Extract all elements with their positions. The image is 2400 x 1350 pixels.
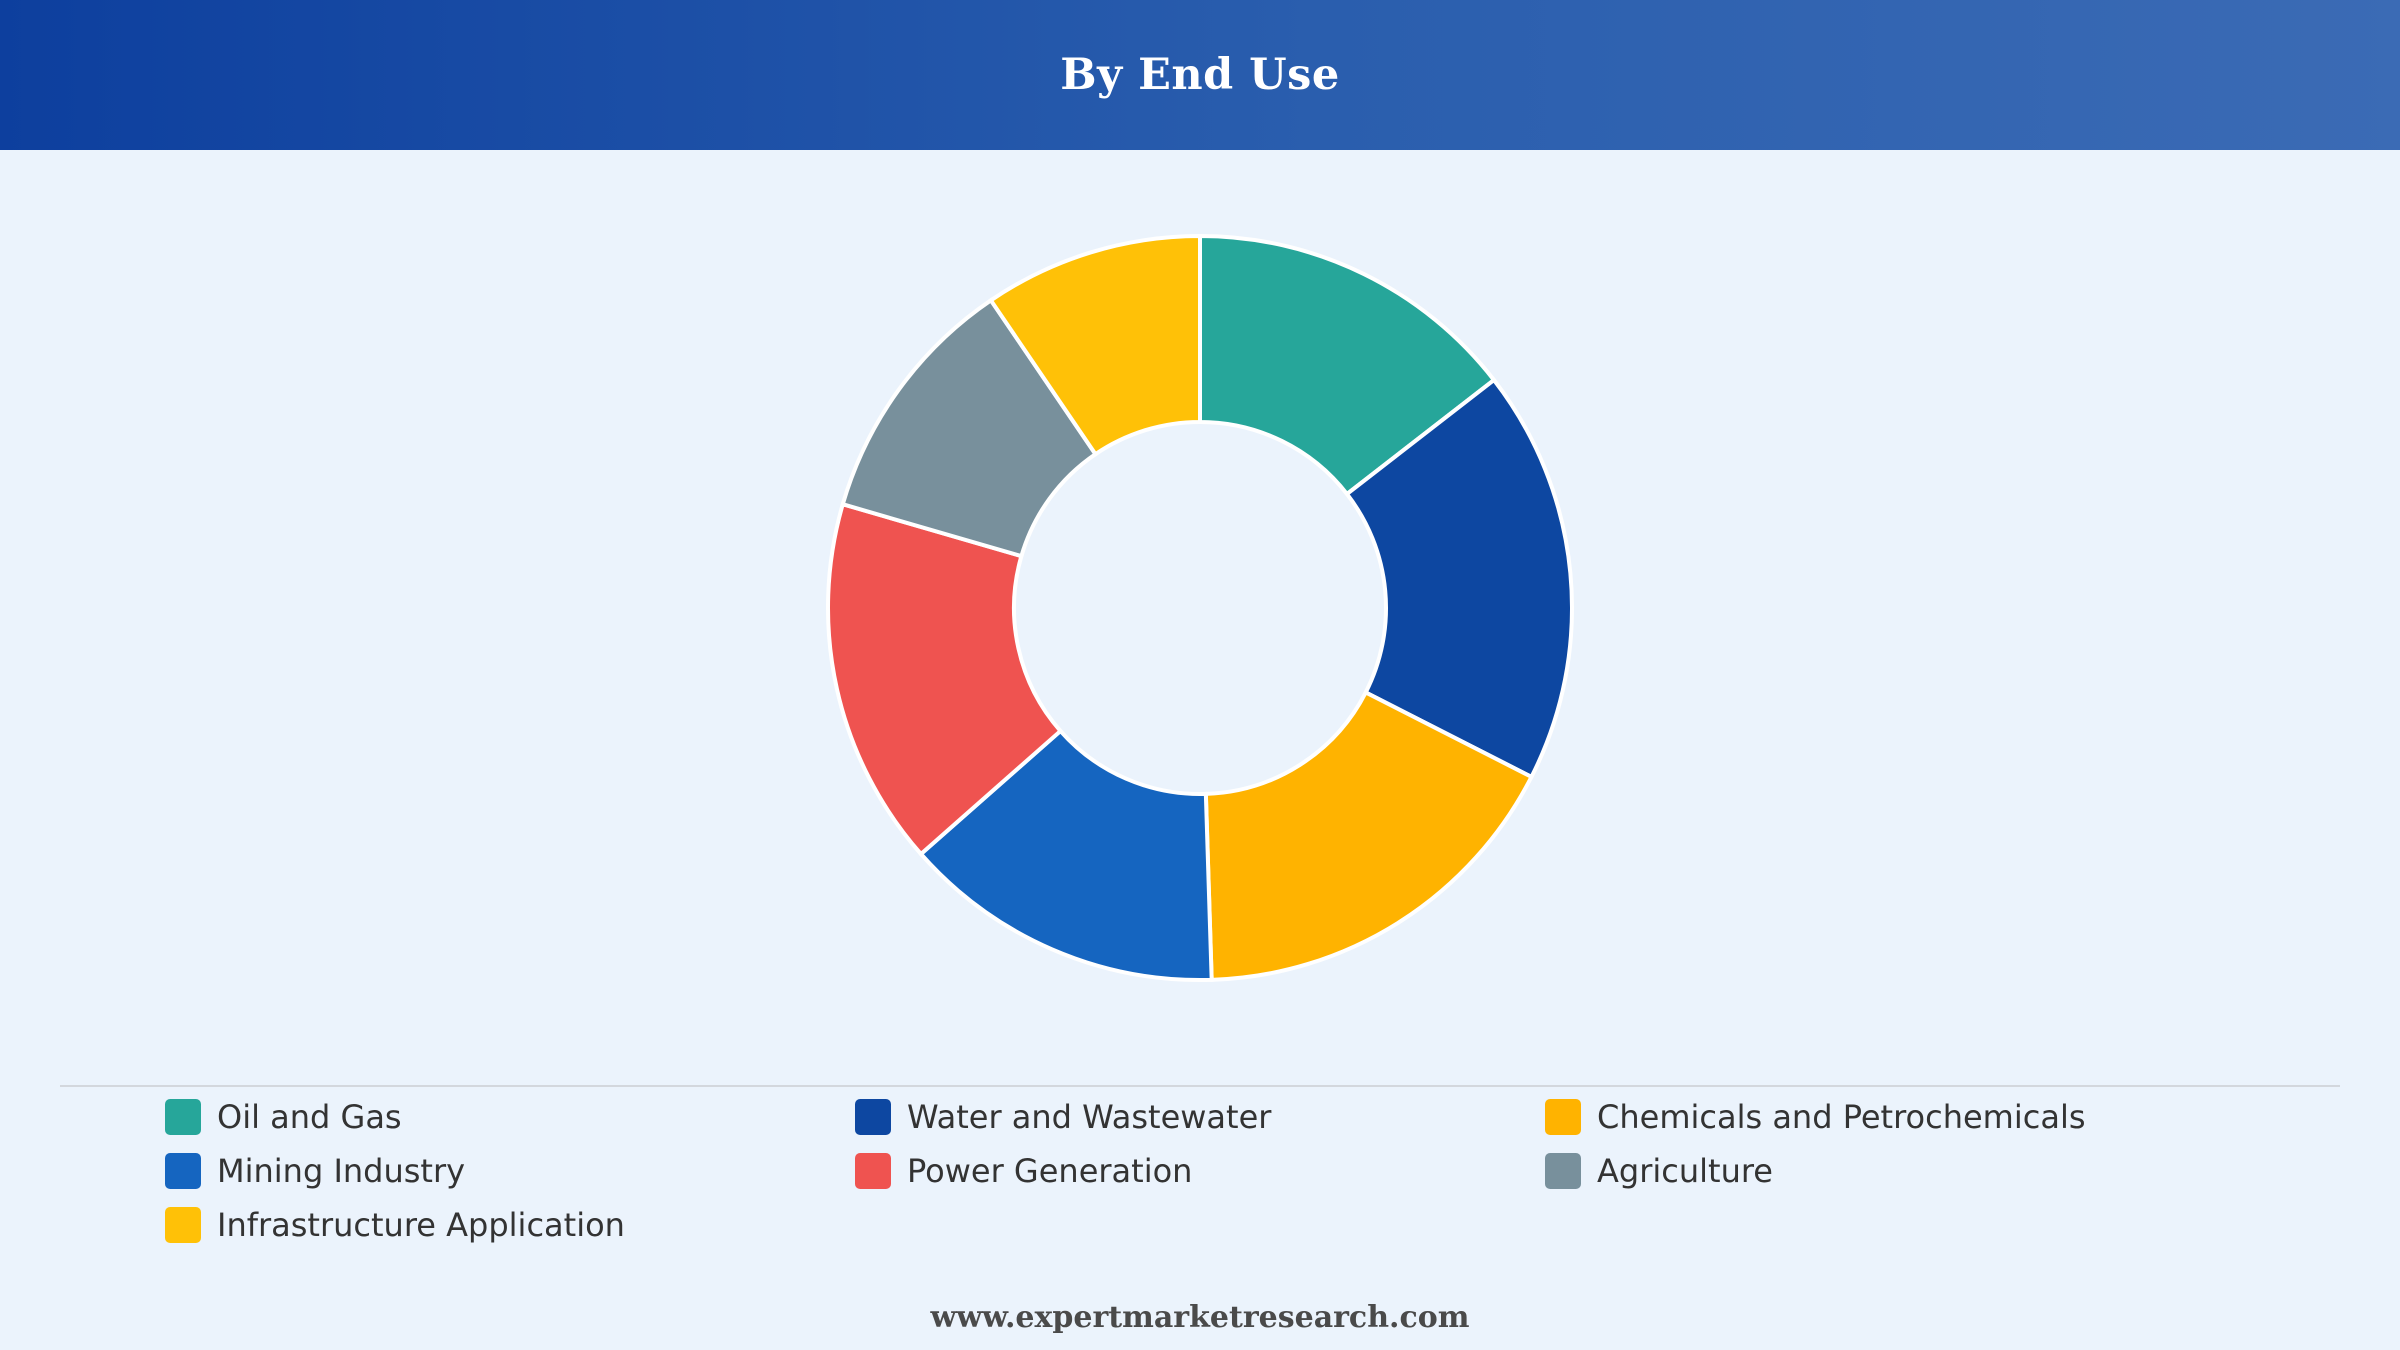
- legend-label: Water and Wastewater: [907, 1097, 1272, 1136]
- legend-label: Chemicals and Petrochemicals: [1597, 1097, 2086, 1136]
- legend-label: Oil and Gas: [217, 1097, 402, 1136]
- legend-item-infrastructure-application: Infrastructure Application: [165, 1205, 855, 1244]
- donut-chart: [826, 233, 1574, 982]
- legend-label: Infrastructure Application: [217, 1205, 625, 1244]
- legend-label: Power Generation: [907, 1151, 1193, 1190]
- footer-website: www.expertmarketresearch.com: [930, 1300, 1470, 1335]
- chart-title: By End Use: [1060, 50, 1340, 100]
- legend-swatch: [855, 1098, 891, 1135]
- donut-slice-mining-industry: [918, 728, 1214, 982]
- legend-item-chemicals-and-petrochemicals: Chemicals and Petrochemicals: [1545, 1097, 2235, 1136]
- legend-swatch: [1545, 1152, 1581, 1189]
- donut-slice-power-generation: [826, 501, 1064, 857]
- donut-slice-oil-and-gas: [1198, 233, 1497, 497]
- legend-swatch: [165, 1152, 201, 1189]
- legend-divider: [60, 1085, 2340, 1087]
- legend-swatch: [165, 1206, 201, 1243]
- donut-slice-infrastructure-application: [988, 233, 1202, 457]
- legend-item-oil-and-gas: Oil and Gas: [165, 1097, 855, 1136]
- legend-swatch: [165, 1098, 201, 1135]
- legend-item-mining-industry: Mining Industry: [165, 1151, 855, 1190]
- legend-label: Agriculture: [1597, 1151, 1773, 1190]
- legend-label: Mining Industry: [217, 1151, 466, 1190]
- legend-item-agriculture: Agriculture: [1545, 1151, 2235, 1190]
- legend-swatch: [1545, 1098, 1581, 1135]
- donut-slice-water-and-wastewater: [1344, 377, 1574, 780]
- legend-item-water-and-wastewater: Water and Wastewater: [855, 1097, 1545, 1136]
- donut-slice-chemicals-and-petrochemicals: [1203, 689, 1535, 982]
- chart-header: By End Use: [0, 0, 2400, 150]
- chart-legend: Oil and Gas Water and Wastewater Chemicals…: [165, 1097, 2265, 1244]
- legend-item-power-generation: Power Generation: [855, 1151, 1545, 1190]
- chart-area: [0, 150, 2400, 1080]
- legend-swatch: [855, 1152, 891, 1189]
